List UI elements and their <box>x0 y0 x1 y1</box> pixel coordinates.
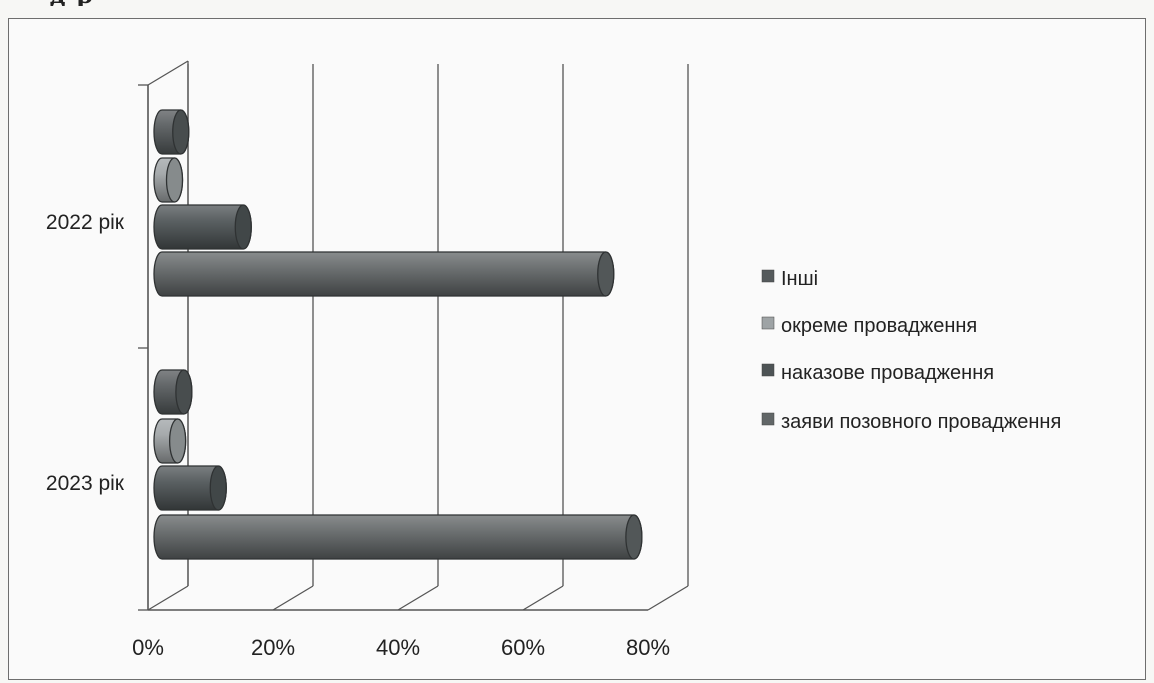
x-tick-label: 20% <box>251 635 295 660</box>
bar-cap <box>168 418 187 464</box>
bar <box>153 109 190 155</box>
bar-cap <box>597 251 615 297</box>
side-wall-top <box>147 60 189 86</box>
bar <box>153 157 184 203</box>
bar-cap <box>209 465 227 511</box>
floor-line <box>522 585 564 611</box>
bar-cap <box>625 514 643 560</box>
bar <box>153 204 252 250</box>
legend-label: заяви позовного провадження <box>781 411 1061 433</box>
floor-line <box>647 585 689 611</box>
floor-line <box>397 585 439 611</box>
bar-body <box>153 251 615 297</box>
legend-label: наказове провадження <box>781 362 994 384</box>
bar-cap <box>172 109 190 155</box>
category-label: 2022 рік <box>46 211 125 234</box>
bar <box>153 369 193 415</box>
floor-line <box>272 585 314 611</box>
legend-label: окреме провадження <box>781 315 977 337</box>
legend-label: Інші <box>781 268 818 290</box>
x-tick-label: 60% <box>501 635 545 660</box>
bar-cap <box>234 204 252 250</box>
bar <box>153 418 187 464</box>
bar-cap <box>165 157 184 203</box>
heading-fragment: д р <box>50 0 190 6</box>
legend-swatch <box>761 363 775 377</box>
x-tick-label: 80% <box>626 635 670 660</box>
floor-line <box>147 585 189 611</box>
chart-frame <box>8 18 1146 680</box>
bar-body <box>153 514 643 560</box>
bar-cap <box>175 369 193 415</box>
x-tick-label: 40% <box>376 635 420 660</box>
legend-swatch <box>761 316 775 330</box>
bar <box>153 514 643 560</box>
bar <box>153 251 615 297</box>
category-label: 2023 рік <box>46 472 125 495</box>
legend-swatch <box>761 269 775 283</box>
x-tick-label: 0% <box>132 635 164 660</box>
legend-swatch <box>761 412 775 426</box>
bar <box>153 465 227 511</box>
